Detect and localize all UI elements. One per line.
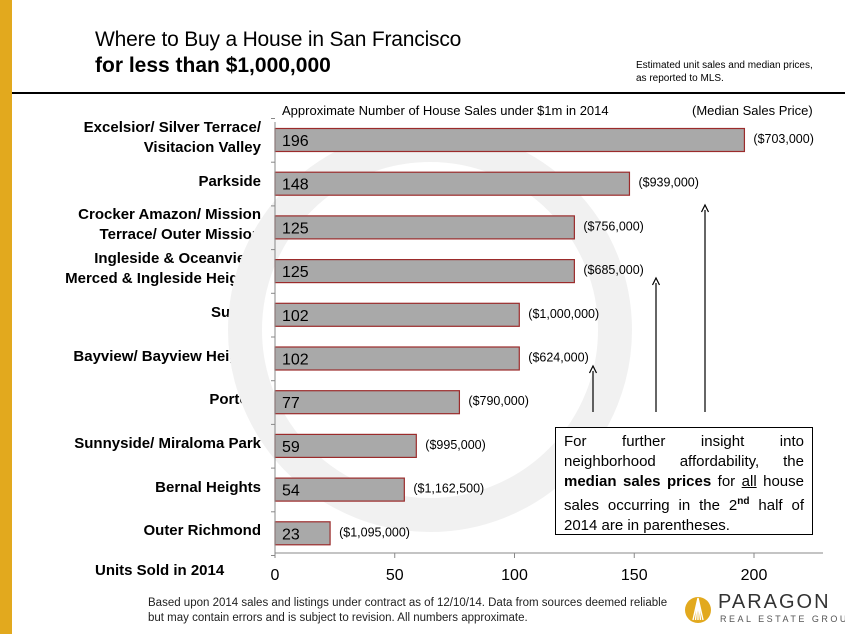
bar-value-label: 77: [282, 395, 300, 412]
bar-value-label: 196: [282, 133, 309, 150]
category-label-line: Merced & Ingleside Heights: [65, 270, 261, 288]
category-label: Bayview/ Bayview Heights: [11, 347, 261, 367]
left-accent-stripe: [0, 0, 12, 634]
category-label: Ingleside & Oceanview/Merced & Ingleside…: [11, 249, 261, 289]
category-label-line: Crocker Amazon/ Mission: [78, 206, 261, 224]
category-label-line: Parkside: [198, 172, 261, 190]
x-tick-label: 50: [386, 567, 404, 584]
median-price-label: ($1,000,000): [528, 307, 599, 321]
bar-value-label: 102: [282, 352, 309, 369]
callout-underlined-text: all: [741, 473, 757, 490]
paragon-logo: [685, 597, 711, 623]
callout-bold-text: median sales prices: [564, 473, 712, 490]
bar-value-label: 148: [282, 177, 309, 194]
x-tick-label: 0: [271, 567, 280, 584]
median-price-label: ($939,000): [638, 176, 698, 190]
x-tick-label: 200: [741, 567, 768, 584]
bar-value-label: 125: [282, 220, 309, 237]
bar: [274, 346, 520, 371]
category-label-line: Bernal Heights: [155, 478, 261, 496]
x-axis-label: Units Sold in 2014: [95, 562, 225, 579]
annotation-arrow-head: [700, 203, 710, 213]
median-price-label: ($703,000): [753, 132, 813, 146]
category-label-line: Ingleside & Oceanview/: [94, 250, 261, 268]
annotation-arrow-head: [651, 276, 661, 286]
x-tick-label: 150: [621, 567, 648, 584]
category-label: Excelsior/ Silver Terrace/Visitacion Val…: [11, 118, 261, 158]
callout-text-3: house sales occurring in the 2: [564, 473, 804, 514]
median-price-label: ($1,095,000): [339, 525, 410, 539]
bar: [274, 215, 575, 240]
category-label: Parkside: [11, 172, 261, 192]
median-price-label: ($995,000): [425, 438, 485, 452]
header-divider: [12, 92, 845, 94]
source-note: Estimated unit sales and median prices, …: [636, 60, 813, 84]
median-price-label: ($1,162,500): [413, 482, 484, 496]
median-price-label: ($790,000): [468, 394, 528, 408]
category-label: Crocker Amazon/ Mission Terrace/ Outer Mi…: [11, 205, 261, 245]
callout-text-2: for: [711, 473, 742, 490]
bar: [274, 259, 575, 284]
insight-callout: For further insight into neighborhood af…: [555, 427, 813, 535]
bar-value-label: 125: [282, 264, 309, 281]
callout-text-4: half of 2014 are in parentheses.: [564, 497, 804, 534]
median-price-label: ($685,000): [583, 263, 643, 277]
page-subtitle: for less than $1,000,000: [95, 54, 331, 77]
category-label-line: Terrace/ Outer Mission: [99, 226, 261, 244]
median-price-label: ($756,000): [583, 219, 643, 233]
logo-subtitle: REAL ESTATE GROUP: [720, 614, 845, 624]
chart-title: Approximate Number of House Sales under …: [282, 103, 609, 118]
bar-value-label: 23: [282, 526, 300, 543]
category-label-line: Bayview/ Bayview Heights: [73, 347, 261, 365]
logo-mark-icon: [685, 597, 711, 623]
category-label-line: Visitacion Valley: [143, 139, 261, 156]
category-label-line: Excelsior/ Silver Terrace/: [83, 119, 261, 136]
callout-text-1: For further insight into neighborhood af…: [564, 433, 804, 470]
bar-value-label: 54: [282, 483, 300, 500]
logo-name: PARAGON: [718, 591, 831, 613]
category-label-line: Sunnyside/ Miraloma Park: [74, 434, 261, 452]
page-title: Where to Buy a House in San Francisco: [95, 28, 462, 51]
bar: [274, 390, 461, 415]
footer-disclaimer: Based upon 2014 sales and listings under…: [148, 597, 668, 624]
annotation-arrow-head: [588, 364, 598, 374]
bar: [274, 127, 746, 153]
category-label-line: Outer Richmond: [143, 522, 261, 540]
bar: [274, 171, 631, 196]
bar: [274, 302, 520, 327]
bar-value-label: 102: [282, 308, 309, 325]
category-label: Bernal Heights: [11, 478, 261, 498]
callout-superscript: nd: [737, 496, 750, 507]
median-price-legend: (Median Sales Price): [692, 103, 813, 118]
category-label: Sunnyside/ Miraloma Park: [11, 434, 261, 454]
median-price-label: ($624,000): [528, 351, 588, 365]
x-tick-label: 100: [501, 567, 528, 584]
category-label: Outer Richmond: [11, 521, 261, 541]
bar-value-label: 59: [282, 439, 300, 456]
